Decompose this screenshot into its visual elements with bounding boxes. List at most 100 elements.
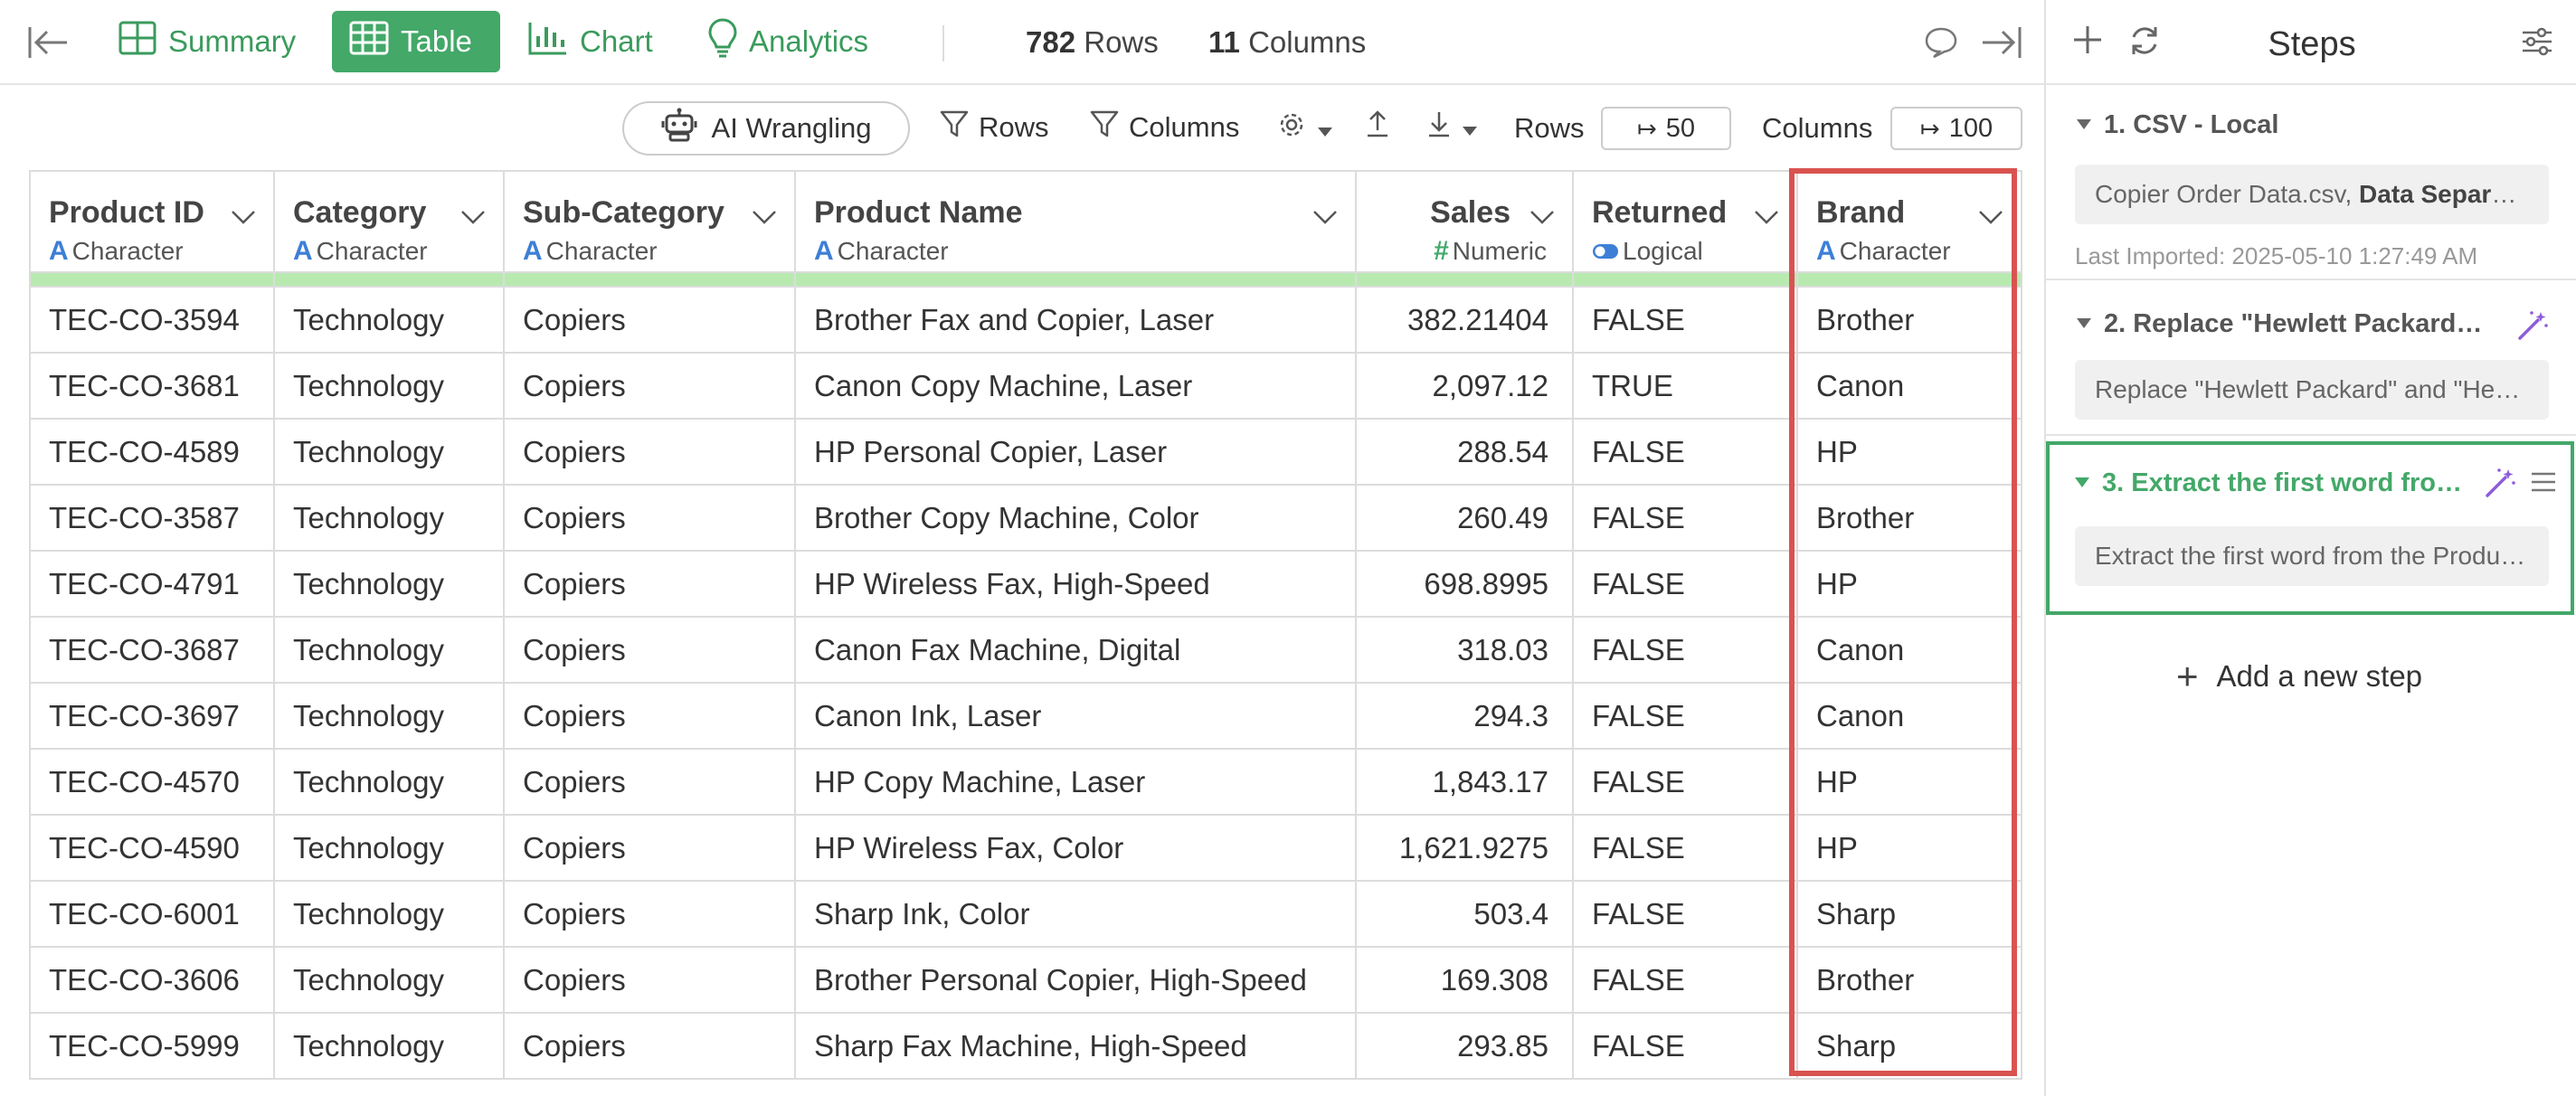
table-cell[interactable]: HP	[1797, 551, 2022, 618]
step-description[interactable]: Extract the first word from the Product …	[2075, 526, 2549, 586]
step-csv-local[interactable]: 1. CSV - Local Copier Order Data.csv, Da…	[2046, 110, 2576, 280]
table-cell[interactable]: 318.03	[1356, 617, 1574, 684]
table-cell[interactable]: Canon Copy Machine, Laser	[795, 353, 1357, 420]
table-cell[interactable]: Sharp Ink, Color	[795, 881, 1357, 948]
sliders-icon[interactable]	[2520, 25, 2554, 62]
table-cell[interactable]: Copiers	[504, 1013, 796, 1080]
table-cell[interactable]: 293.85	[1356, 1013, 1574, 1080]
table-cell[interactable]: HP	[1797, 815, 2022, 882]
chevron-down-icon[interactable]	[459, 199, 487, 233]
table-cell[interactable]: Technology	[274, 419, 505, 486]
table-cell[interactable]: TEC-CO-4589	[29, 419, 275, 486]
step-description[interactable]: Replace "Hewlett Packard" and "Hewlett-P…	[2075, 360, 2549, 420]
table-cell[interactable]: TEC-CO-3594	[29, 287, 275, 354]
column-header[interactable]: Sales # Numeric	[1356, 170, 1574, 273]
caret-down-icon[interactable]	[2077, 118, 2091, 129]
step-replace[interactable]: 2. Replace "Hewlett Packard" with "HP" R…	[2046, 282, 2576, 436]
tab-analytics[interactable]: Analytics	[691, 11, 885, 72]
table-cell[interactable]: Technology	[274, 815, 505, 882]
table-cell[interactable]: Technology	[274, 287, 505, 354]
table-cell[interactable]: TRUE	[1573, 353, 1798, 420]
table-cell[interactable]: Brother Personal Copier, High-Speed	[795, 947, 1357, 1014]
table-cell[interactable]: TEC-CO-3681	[29, 353, 275, 420]
table-cell[interactable]: Technology	[274, 683, 505, 750]
table-cell[interactable]: FALSE	[1573, 947, 1798, 1014]
tab-summary[interactable]: Summary	[101, 11, 312, 72]
chevron-down-icon[interactable]	[1753, 199, 1780, 233]
table-cell[interactable]: 1,621.9275	[1356, 815, 1574, 882]
table-cell[interactable]: Copiers	[504, 617, 796, 684]
collapse-left-icon[interactable]	[27, 24, 69, 61]
table-cell[interactable]: Technology	[274, 947, 505, 1014]
table-cell[interactable]: Copiers	[504, 419, 796, 486]
table-cell[interactable]: HP Personal Copier, Laser	[795, 419, 1357, 486]
caret-down-icon[interactable]	[2075, 477, 2089, 487]
caret-down-icon[interactable]	[2077, 317, 2091, 328]
table-cell[interactable]: FALSE	[1573, 1013, 1798, 1080]
chevron-down-icon[interactable]	[751, 199, 778, 233]
column-header[interactable]: Product Name A Character	[795, 170, 1357, 273]
table-cell[interactable]: 698.8995	[1356, 551, 1574, 618]
table-cell[interactable]: FALSE	[1573, 485, 1798, 552]
table-cell[interactable]: 2,097.12	[1356, 353, 1574, 420]
table-cell[interactable]: TEC-CO-3687	[29, 617, 275, 684]
table-cell[interactable]: TEC-CO-4590	[29, 815, 275, 882]
hamburger-menu-icon[interactable]	[2529, 468, 2558, 500]
chevron-down-icon[interactable]	[1529, 199, 1556, 233]
table-cell[interactable]: FALSE	[1573, 881, 1798, 948]
table-cell[interactable]: 503.4	[1356, 881, 1574, 948]
chevron-down-icon[interactable]	[230, 199, 257, 233]
refresh-icon[interactable]	[2127, 24, 2162, 62]
columns-filter-button[interactable]: Columns	[1089, 109, 1239, 146]
add-icon[interactable]	[2071, 24, 2104, 61]
table-cell[interactable]: Copiers	[504, 353, 796, 420]
tab-chart[interactable]: Chart	[511, 11, 669, 72]
table-cell[interactable]: Technology	[274, 353, 505, 420]
table-cell[interactable]: Canon Ink, Laser	[795, 683, 1357, 750]
table-cell[interactable]: Technology	[274, 617, 505, 684]
rows-filter-button[interactable]: Rows	[939, 109, 1049, 146]
table-cell[interactable]: 382.21404	[1356, 287, 1574, 354]
table-cell[interactable]: TEC-CO-3606	[29, 947, 275, 1014]
table-cell[interactable]: TEC-CO-3697	[29, 683, 275, 750]
table-cell[interactable]: 260.49	[1356, 485, 1574, 552]
table-cell[interactable]: TEC-CO-4570	[29, 749, 275, 816]
table-cell[interactable]: Copiers	[504, 287, 796, 354]
table-cell[interactable]: Technology	[274, 485, 505, 552]
table-cell[interactable]: Technology	[274, 551, 505, 618]
rows-limit-input[interactable]: ↦ 50	[1601, 107, 1731, 150]
table-cell[interactable]: FALSE	[1573, 683, 1798, 750]
table-cell[interactable]: Sharp Fax Machine, High-Speed	[795, 1013, 1357, 1080]
table-cell[interactable]: FALSE	[1573, 617, 1798, 684]
table-cell[interactable]: Technology	[274, 749, 505, 816]
table-cell[interactable]: Copiers	[504, 485, 796, 552]
columns-limit-input[interactable]: ↦ 100	[1890, 107, 2022, 150]
column-header[interactable]: Sub-Category A Character	[504, 170, 796, 273]
table-cell[interactable]: Copiers	[504, 881, 796, 948]
table-cell[interactable]: Copiers	[504, 683, 796, 750]
comment-icon[interactable]	[1923, 25, 1959, 64]
table-cell[interactable]: HP	[1797, 419, 2022, 486]
table-cell[interactable]: Copiers	[504, 551, 796, 618]
table-cell[interactable]: HP Wireless Fax, High-Speed	[795, 551, 1357, 618]
table-cell[interactable]: Canon	[1797, 353, 2022, 420]
table-cell[interactable]: HP Wireless Fax, Color	[795, 815, 1357, 882]
table-cell[interactable]: Brother	[1797, 287, 2022, 354]
upload-button[interactable]	[1364, 109, 1400, 146]
table-cell[interactable]: 1,843.17	[1356, 749, 1574, 816]
column-header[interactable]: Category A Character	[274, 170, 505, 273]
table-cell[interactable]: Brother	[1797, 947, 2022, 1014]
chevron-down-icon[interactable]	[1312, 199, 1339, 233]
step-description[interactable]: Copier Order Data.csv, Data Separator	[2075, 165, 2549, 224]
download-dropdown-button[interactable]	[1425, 109, 1487, 146]
table-cell[interactable]: FALSE	[1573, 749, 1798, 816]
table-cell[interactable]: 294.3	[1356, 683, 1574, 750]
table-cell[interactable]: Brother Copy Machine, Color	[795, 485, 1357, 552]
table-cell[interactable]: Technology	[274, 881, 505, 948]
table-cell[interactable]: 288.54	[1356, 419, 1574, 486]
column-header[interactable]: Product ID A Character	[29, 170, 275, 273]
table-cell[interactable]: FALSE	[1573, 287, 1798, 354]
column-header[interactable]: Brand A Character	[1797, 170, 2022, 273]
settings-dropdown-button[interactable]	[1275, 109, 1342, 148]
table-cell[interactable]: Brother	[1797, 485, 2022, 552]
